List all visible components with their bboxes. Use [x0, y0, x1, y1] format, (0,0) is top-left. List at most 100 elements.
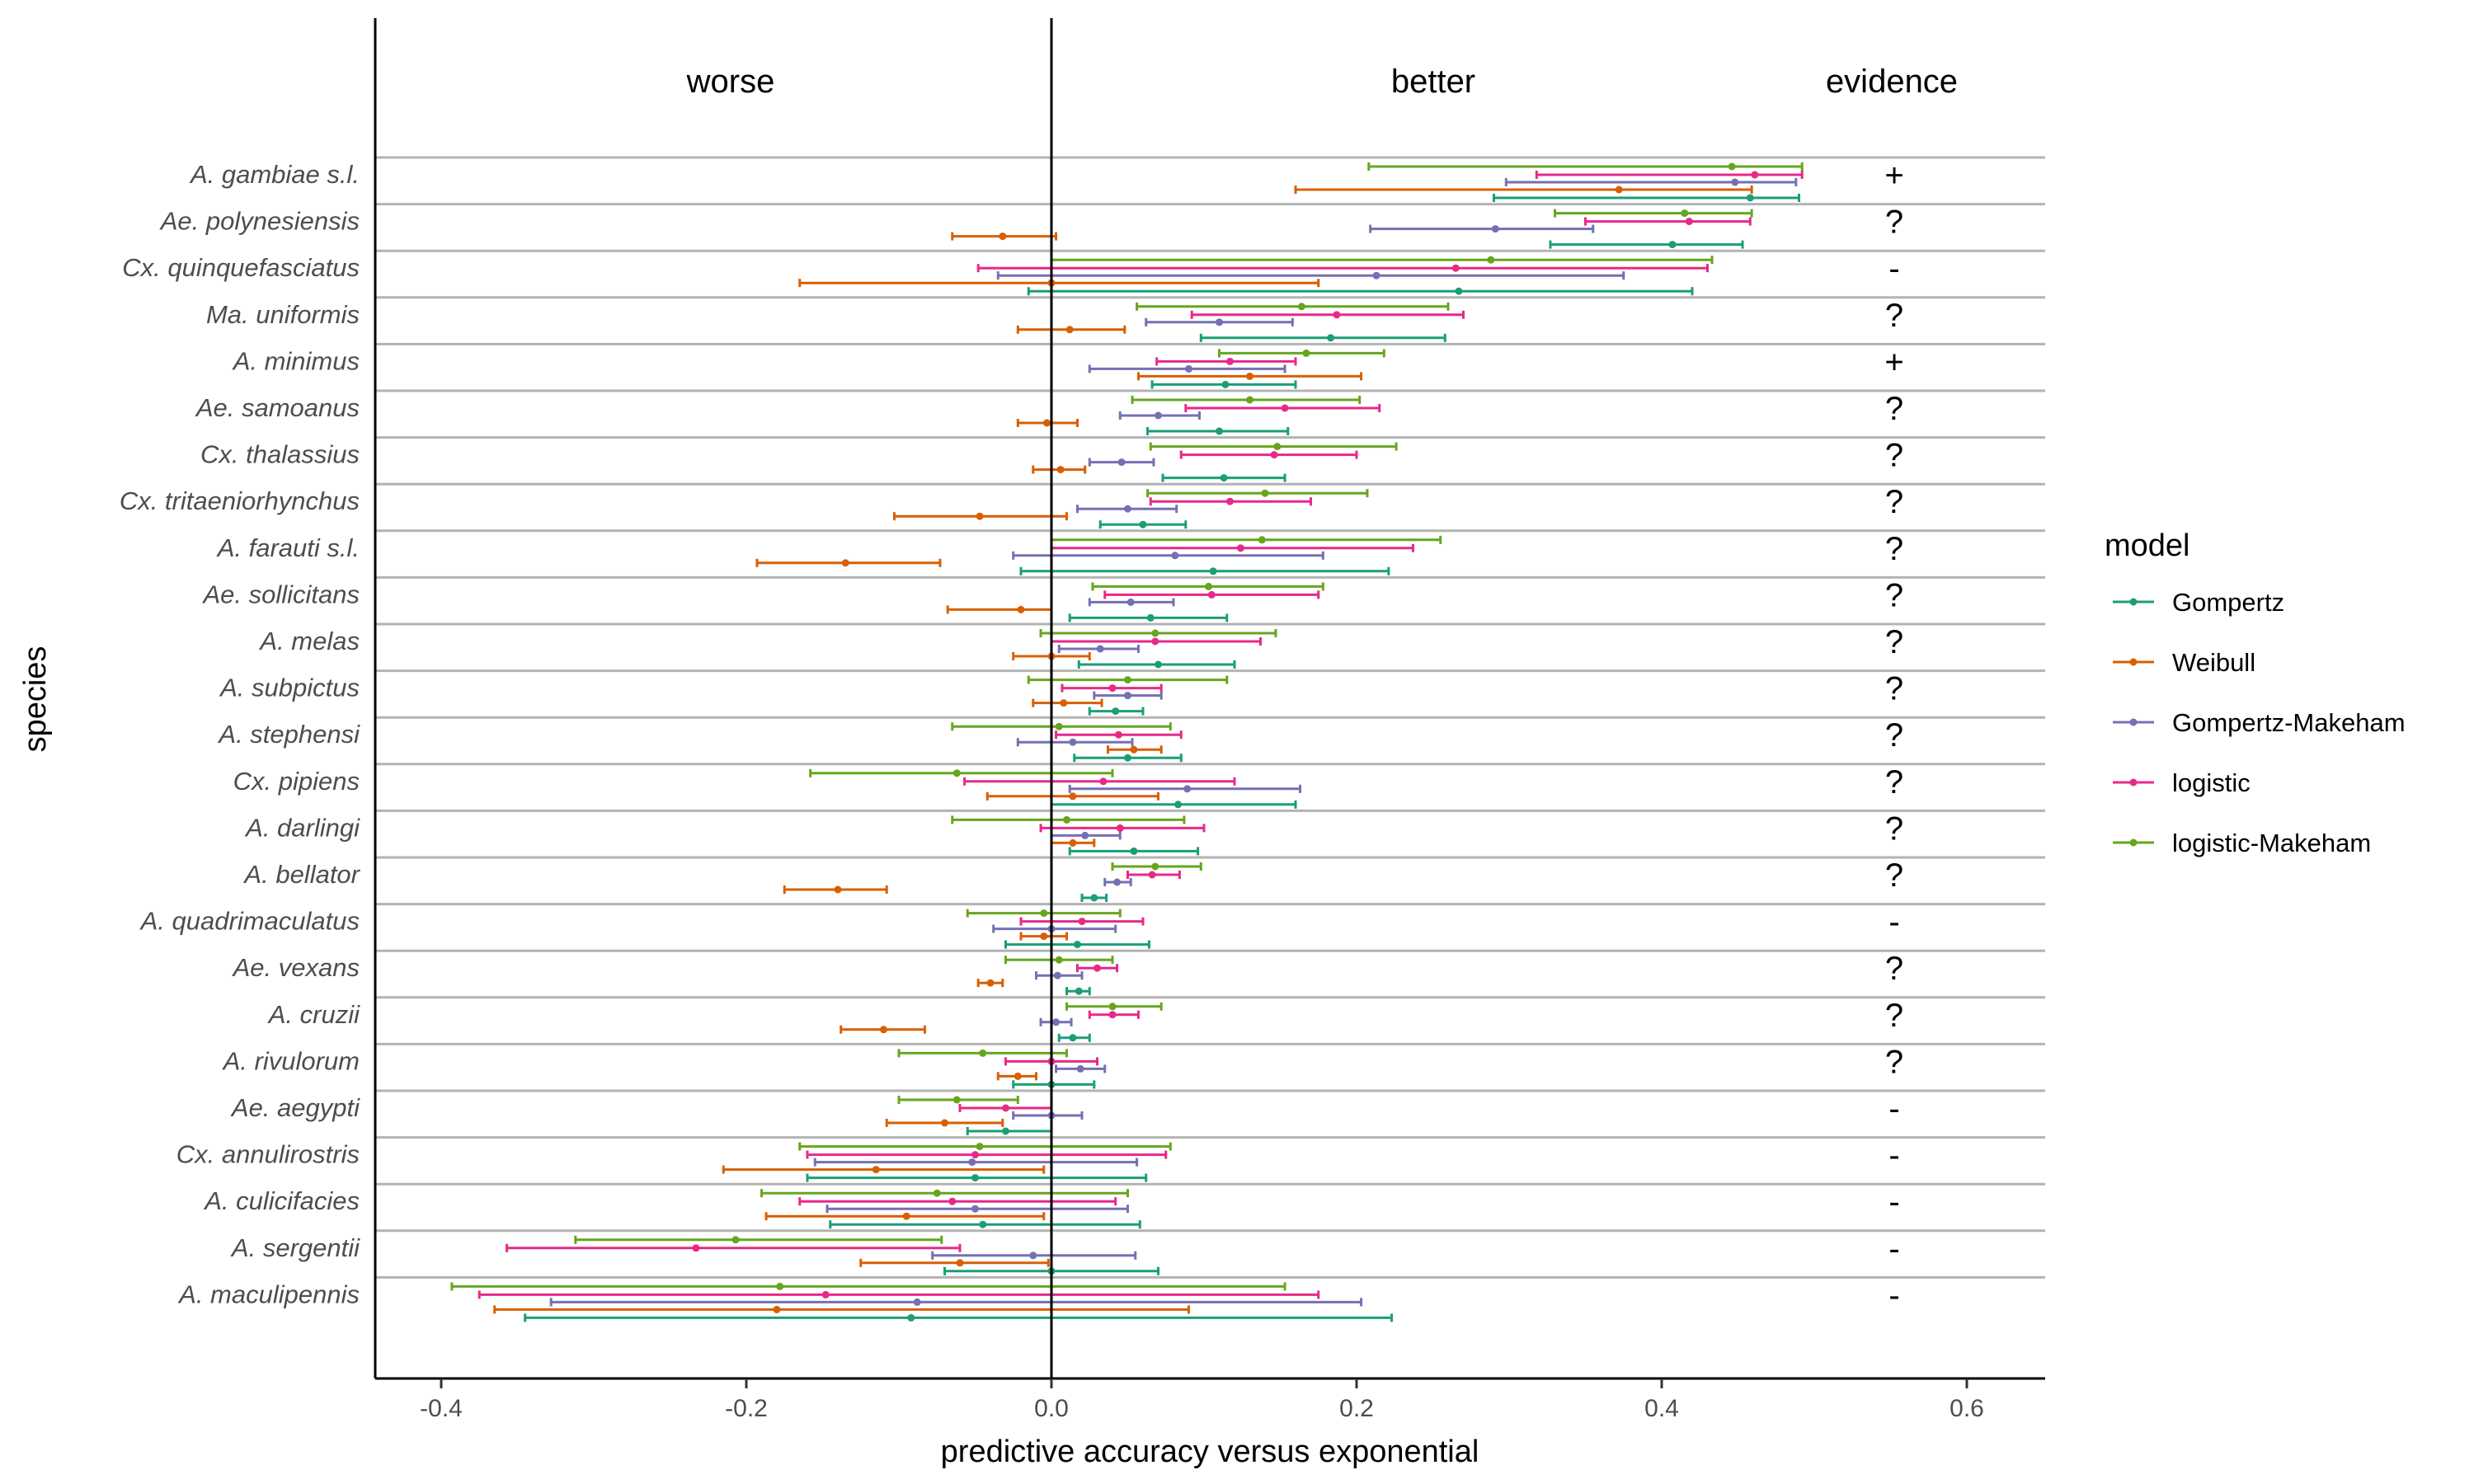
legend-item: logistic [2113, 768, 2251, 797]
error-bar [764, 1212, 1046, 1221]
estimate-point [1014, 1072, 1022, 1080]
estimate-point [872, 1166, 880, 1174]
estimate-point [1069, 792, 1077, 801]
estimate-point [1094, 964, 1101, 972]
species-label: Cx. quinquefasciatus [122, 253, 360, 282]
error-bar [1111, 862, 1202, 871]
estimate-point [1073, 941, 1081, 949]
evidence-symbol: ? [1885, 484, 1903, 520]
error-bar [1065, 987, 1091, 996]
error-bar [813, 1158, 1139, 1167]
evidence-symbol: ? [1885, 857, 1903, 894]
error-bar [1146, 427, 1290, 435]
error-bar [976, 264, 1709, 273]
error-bar [1050, 831, 1122, 840]
x-tick-label: -0.4 [420, 1395, 463, 1422]
error-bar [1050, 637, 1262, 646]
x-tick-label: 0.2 [1339, 1395, 1374, 1422]
estimate-point [1056, 466, 1065, 474]
species-label: A. farauti s.l. [216, 533, 360, 562]
estimate-point [976, 1143, 984, 1151]
error-bar [1294, 186, 1753, 194]
error-bar [1065, 1002, 1163, 1011]
estimate-point [1124, 754, 1131, 762]
error-bar [1103, 590, 1320, 599]
estimate-point [902, 1212, 910, 1220]
error-bar [809, 768, 1114, 777]
error-bar [1039, 824, 1206, 833]
estimate-point [968, 1158, 976, 1167]
estimate-point [1069, 1034, 1077, 1042]
evidence-symbol: ? [1885, 204, 1903, 241]
error-bar [1050, 543, 1414, 552]
species-label: A. rivulorum [222, 1046, 360, 1075]
estimate-point [776, 1282, 784, 1290]
x-tick-label: 0.4 [1644, 1395, 1679, 1422]
error-bar [1016, 325, 1126, 334]
error-bar [1004, 956, 1114, 965]
error-bar [1027, 675, 1229, 684]
error-bar [1126, 871, 1181, 879]
estimate-point [1042, 419, 1051, 427]
error-bar [1535, 171, 1804, 179]
row-separators [375, 156, 2045, 1279]
error-bar [951, 722, 1172, 731]
error-bar [1012, 551, 1324, 560]
evidence-symbol: ? [1885, 717, 1903, 754]
error-bar [760, 1189, 1129, 1198]
estimate-point [1065, 326, 1074, 334]
legend-label: Gompertz-Makeham [2172, 708, 2406, 737]
species-label: Cx. thalassius [200, 440, 360, 469]
estimate-point [1236, 544, 1244, 552]
estimate-point [1731, 178, 1739, 186]
estimate-point [1081, 831, 1089, 839]
error-bar [1035, 971, 1084, 980]
estimate-point [1063, 815, 1070, 824]
error-bar [806, 1173, 1148, 1182]
error-bar [825, 1205, 1129, 1214]
estimate-point [1076, 1064, 1084, 1073]
estimate-point [907, 1313, 915, 1322]
estimate-point [971, 1205, 979, 1213]
error-bar [1012, 1111, 1084, 1120]
legend-label: Weibull [2172, 648, 2255, 677]
x-tick-label: 0.0 [1034, 1395, 1069, 1422]
error-bar [1218, 349, 1385, 358]
estimate-point [1270, 451, 1278, 459]
error-bar [1103, 878, 1132, 886]
error-bar [1146, 489, 1369, 498]
estimate-point [976, 512, 984, 520]
error-bar [1019, 566, 1390, 575]
error-bar [1032, 465, 1087, 474]
legend-label: logistic-Makeham [2172, 829, 2371, 857]
error-bar [450, 1282, 1286, 1291]
estimate-point [971, 1151, 979, 1159]
error-bar [1068, 613, 1229, 622]
estimate-point [773, 1305, 781, 1313]
estimate-point [1151, 637, 1159, 646]
estimate-point [1108, 1003, 1117, 1011]
error-bar [1549, 240, 1744, 249]
error-bar [798, 279, 1320, 288]
error-bar [1073, 754, 1183, 763]
error-bar [840, 1025, 926, 1034]
estimate-point [731, 1236, 740, 1244]
estimate-point [1685, 218, 1693, 226]
error-bar [1019, 917, 1145, 926]
error-bars [450, 162, 1804, 1322]
estimate-point [1455, 287, 1463, 295]
error-bar [976, 979, 1004, 988]
error-bar [1050, 535, 1442, 544]
error-bar [1068, 784, 1302, 793]
estimate-point [1069, 738, 1077, 746]
estimate-point [1053, 971, 1061, 979]
error-bar [1050, 256, 1714, 265]
estimate-point [1124, 692, 1131, 700]
species-label: Ma. uniformis [206, 300, 360, 329]
error-bar [966, 909, 1122, 918]
estimate-point [1116, 824, 1124, 832]
error-bar [1027, 287, 1694, 296]
error-bar [1012, 1080, 1096, 1089]
error-bar [829, 1220, 1141, 1229]
